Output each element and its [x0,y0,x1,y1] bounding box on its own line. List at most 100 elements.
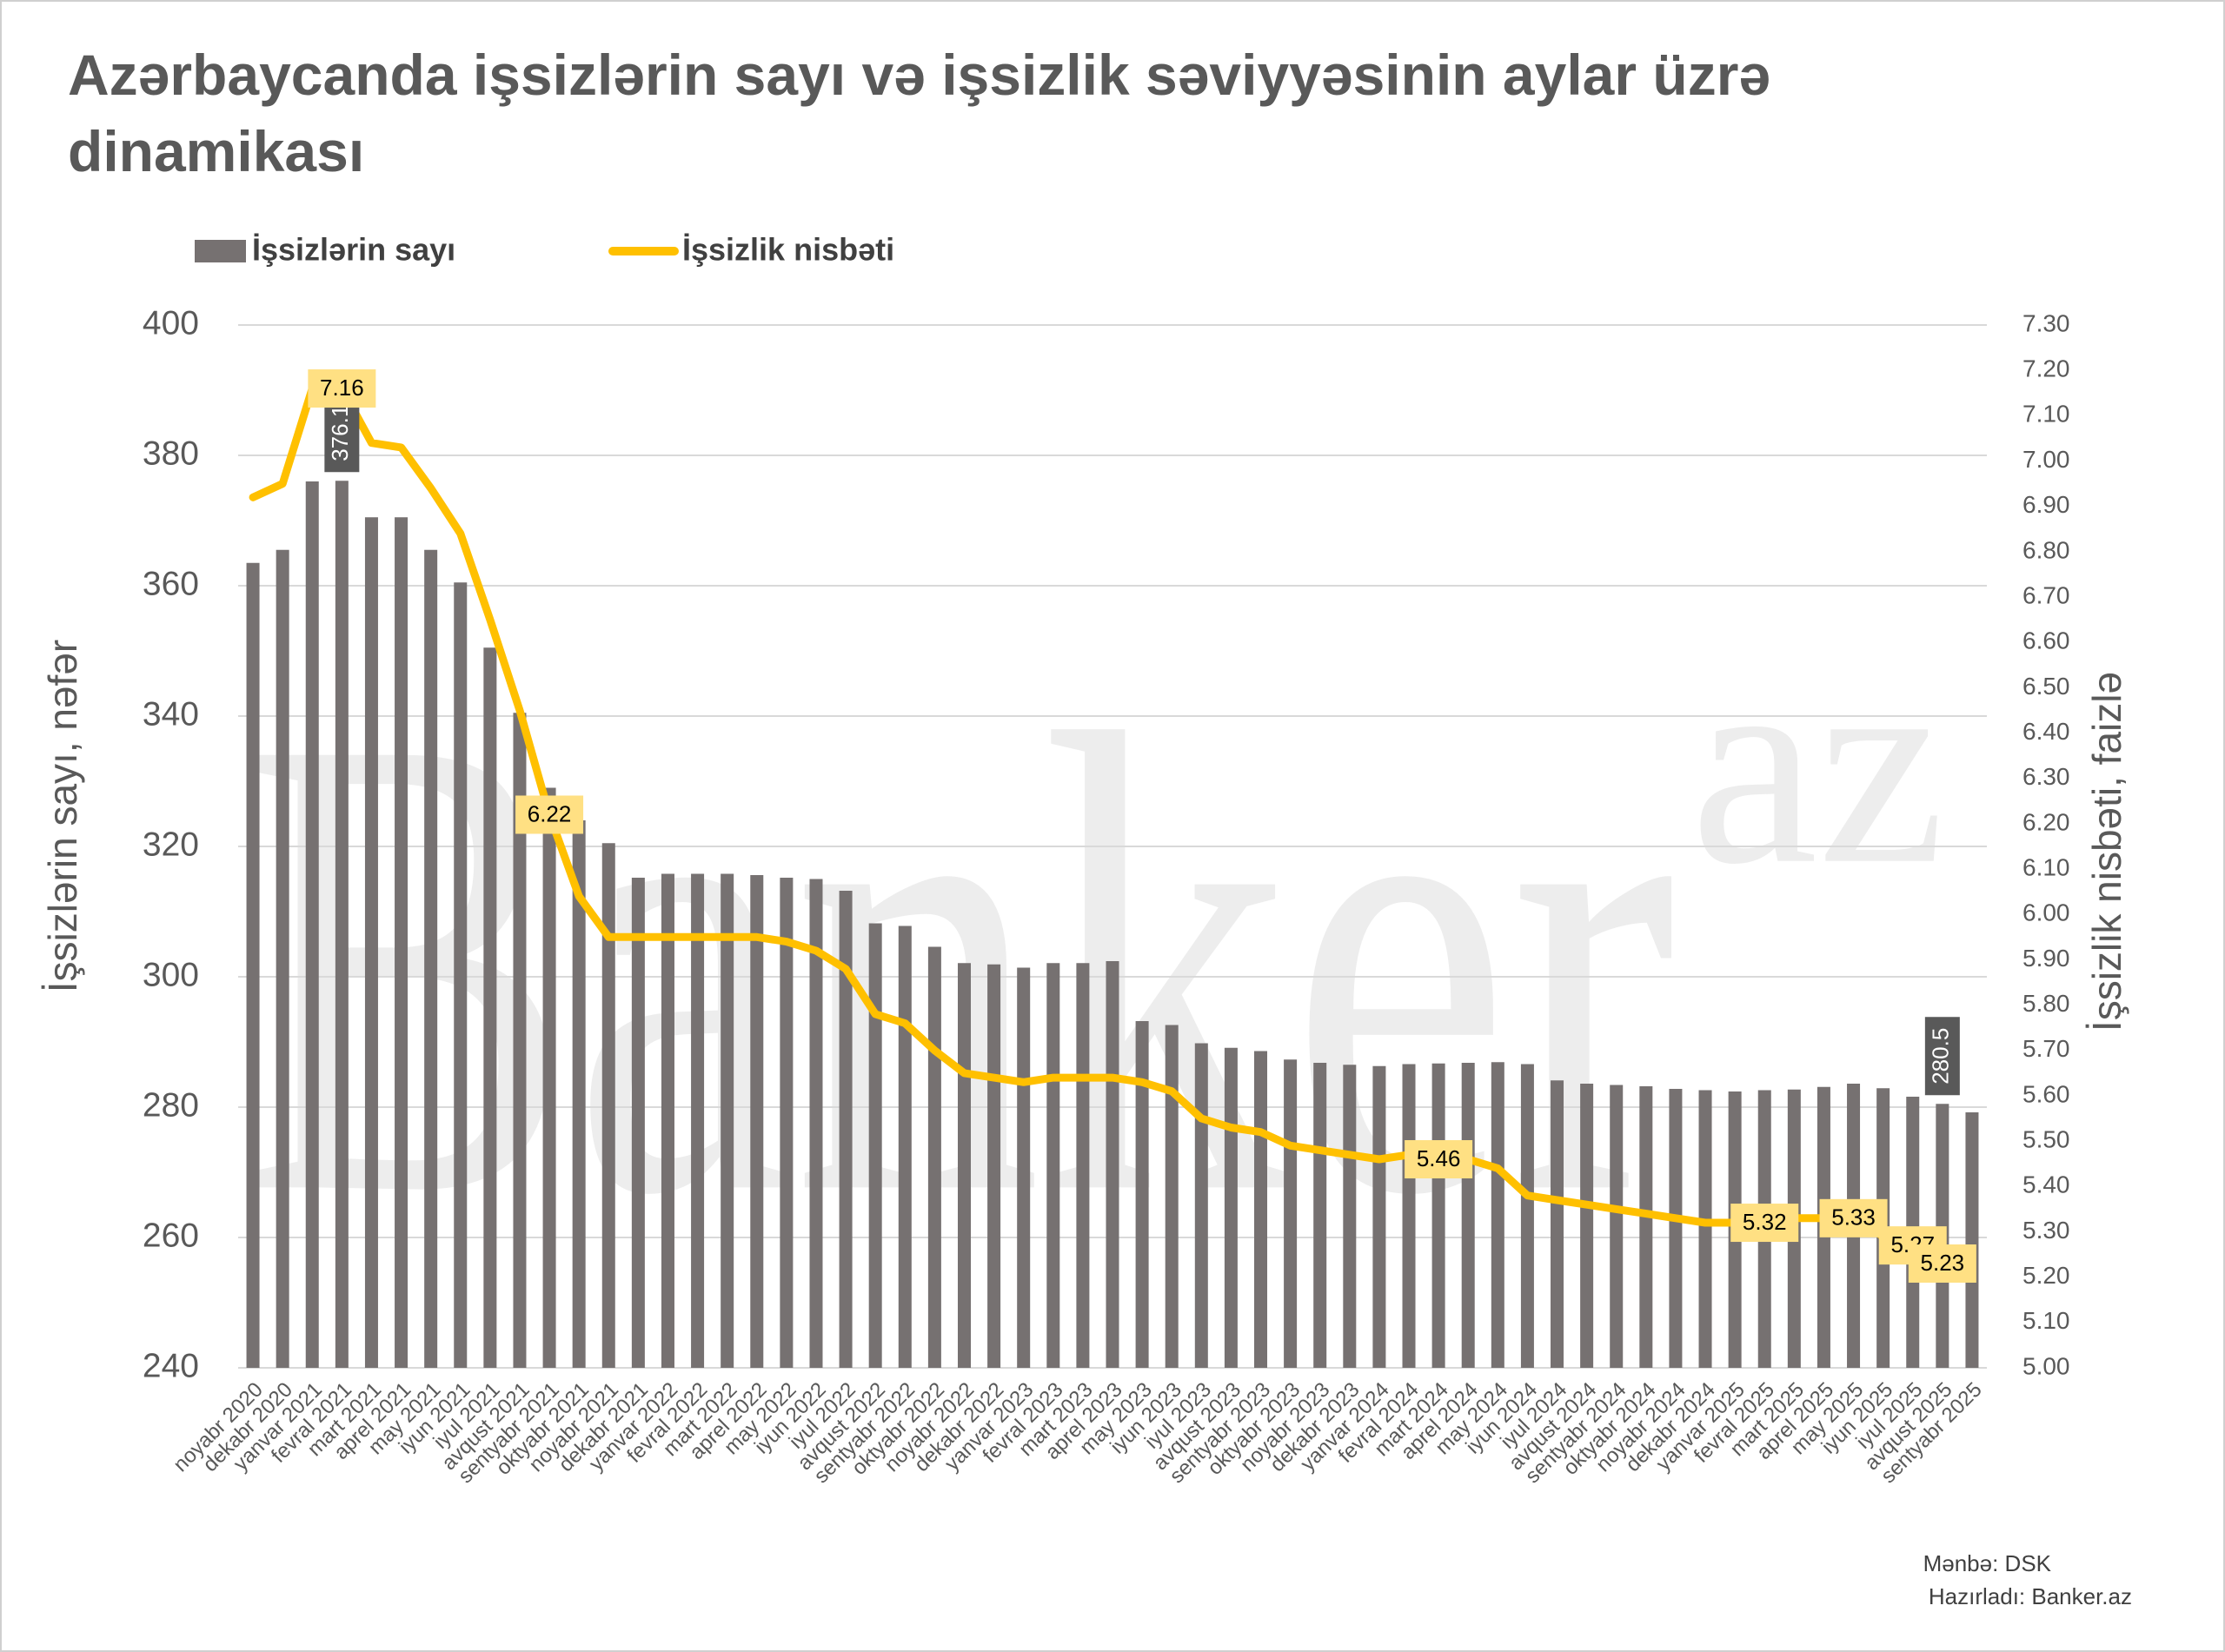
watermark: az [1690,607,1945,924]
y2-tick-label: 5.70 [2022,1035,2070,1062]
bar [542,787,556,1368]
y2-tick-label: 7.10 [2022,401,2070,428]
bar [1669,1089,1683,1368]
bar [305,481,319,1368]
bar-label-box [1924,1017,1960,1096]
bar [1491,1062,1504,1368]
y-tick-label: 240 [143,1347,199,1384]
y2-tick-label: 6.70 [2022,581,2070,608]
bar [246,562,260,1368]
y2-axis-title: İşsizlik nisbəti, faizlə [2084,672,2129,1032]
source-note: Hazırladı: Banker.az [1929,1583,2132,1609]
bar [1106,961,1119,1368]
y-tick-label: 300 [143,956,199,993]
line-label: 6.22 [528,800,572,826]
legend-label: İşsizlərin sayı [252,232,455,268]
bar [1135,1021,1149,1368]
legend-label: İşsizlik nisbəti [682,232,894,268]
bar [1343,1065,1357,1368]
line-label: 5.46 [1417,1145,1461,1171]
bar [1551,1080,1564,1368]
y2-tick-label: 7.30 [2022,309,2070,336]
y2-tick-label: 6.10 [2022,853,2070,880]
bar [721,873,734,1368]
bar [1194,1043,1208,1368]
bar [364,517,378,1368]
bar [572,820,586,1368]
bar [927,946,941,1368]
bar [1254,1051,1268,1368]
y2-tick-label: 7.00 [2022,446,2070,473]
bar [957,963,971,1368]
y2-tick-label: 5.80 [2022,990,2070,1017]
bar [1017,967,1031,1368]
bar [601,843,615,1368]
y2-tick-label: 6.40 [2022,718,2070,745]
y2-tick-label: 5.30 [2022,1217,2070,1244]
line-label: 7.16 [320,375,364,401]
bar [809,879,823,1368]
bar [661,873,674,1368]
y-tick-label: 340 [143,695,199,733]
line-label: 5.33 [1831,1204,1876,1231]
y-tick-label: 400 [143,304,199,342]
bar [335,481,349,1368]
bar [987,964,1001,1368]
bar-label: 376.1 [327,405,353,461]
bar [1520,1064,1534,1368]
line-label-box [1908,1244,1976,1283]
y2-tick-label: 7.20 [2022,355,2070,382]
bar [1580,1084,1594,1368]
y2-tick-label: 6.80 [2022,536,2070,563]
y-tick-label: 280 [143,1086,199,1124]
bar [631,878,645,1368]
bar [454,582,468,1368]
y-tick-label: 320 [143,826,199,863]
bar [1284,1059,1298,1368]
y2-tick-label: 5.50 [2022,1126,2070,1153]
bar [1313,1063,1327,1368]
bar [1402,1064,1416,1368]
bar [868,923,882,1368]
line-label: 5.23 [1921,1250,1965,1276]
bar [750,875,764,1368]
line-label: 5.32 [1743,1209,1787,1235]
bar [1224,1047,1238,1368]
y2-tick-label: 5.00 [2022,1352,2070,1379]
bar [1431,1063,1445,1368]
y2-tick-label: 6.50 [2022,673,2070,700]
bar [1639,1086,1653,1368]
line-label-box [1819,1198,1888,1237]
line-label-box [308,369,376,408]
bar [513,713,527,1368]
bar [1698,1090,1712,1368]
bar [1610,1085,1624,1368]
line-label-box [1730,1204,1799,1243]
legend-swatch [195,240,246,262]
y2-tick-label: 5.10 [2022,1307,2070,1334]
line [249,384,1976,1282]
bar [780,878,794,1368]
bar [1165,1025,1179,1368]
y2-tick-label: 5.90 [2022,945,2070,972]
y2-tick-label: 6.00 [2022,899,2070,926]
source-note: Mənbə: DSK [1923,1550,2052,1576]
bar [276,549,289,1368]
bar [483,647,497,1368]
y2-tick-label: 5.40 [2022,1171,2070,1198]
chart-title: Azərbaycanda işsizlərin sayı və işsizlik… [68,43,1771,183]
line-label-box [1405,1140,1473,1178]
bar [898,926,912,1368]
y2-tick-label: 5.20 [2022,1262,2070,1289]
y2-tick-label: 6.30 [2022,763,2070,790]
y2-tick-label: 6.20 [2022,808,2070,835]
y2-tick-label: 6.60 [2022,627,2070,654]
bar [839,891,853,1368]
line-label-box [515,795,584,834]
bar [1372,1065,1386,1368]
bar-label: 280.5 [1928,1028,1954,1085]
bar [1046,963,1060,1368]
bar [424,549,438,1368]
